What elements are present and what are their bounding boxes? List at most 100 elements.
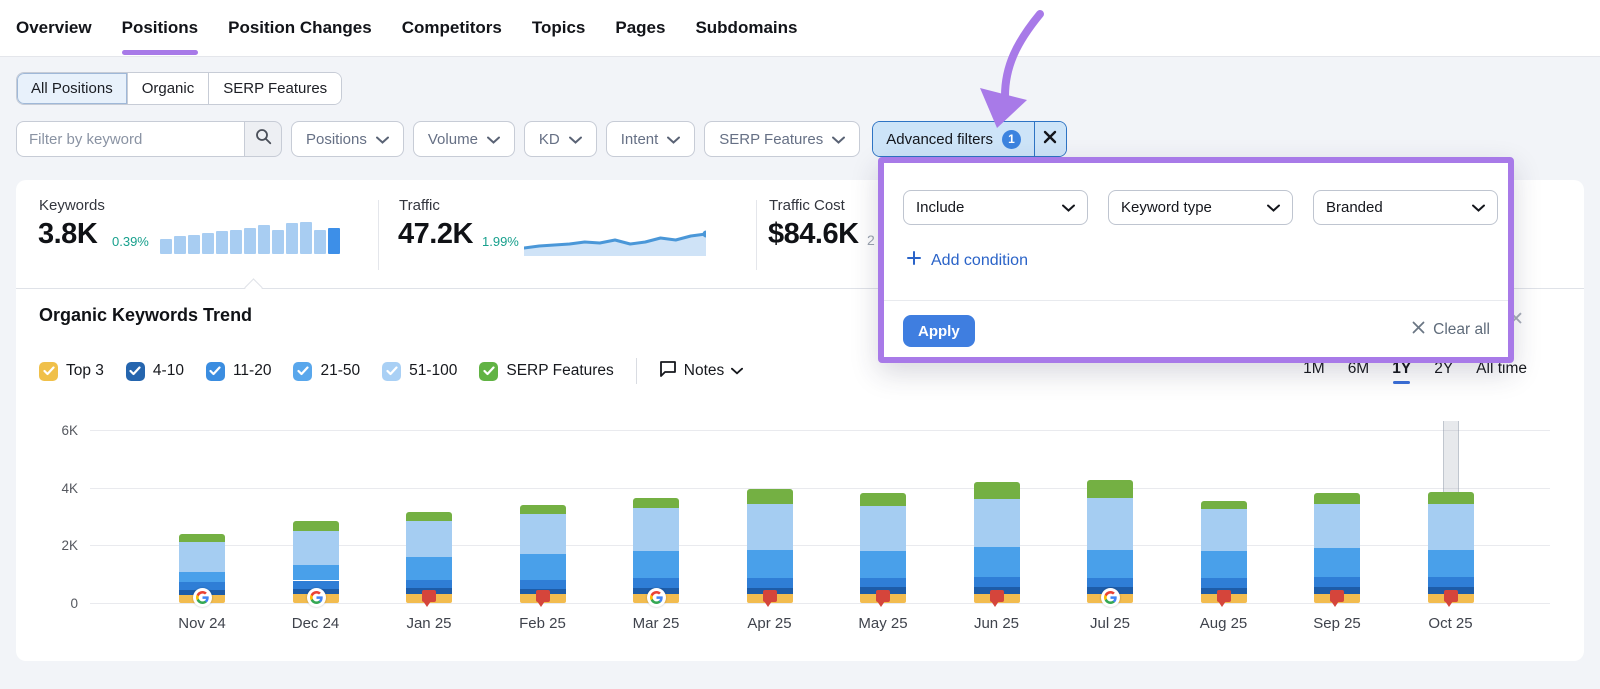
bar-segment-51-100[interactable] — [1314, 503, 1360, 549]
bar-segment-serp-features[interactable] — [1427, 491, 1474, 504]
bar-segment-serp-features[interactable] — [1200, 500, 1247, 510]
bar-segment-21-50[interactable] — [1200, 551, 1247, 579]
legend-toggle-top-3[interactable]: Top 3 — [39, 361, 104, 381]
range-1y[interactable]: 1Y — [1392, 360, 1411, 384]
bar-segment-51-100[interactable] — [179, 542, 225, 573]
keyword-filter-input[interactable] — [16, 121, 244, 157]
nav-item-position-changes[interactable]: Position Changes — [228, 18, 372, 37]
bar-segment-serp-features[interactable] — [292, 520, 339, 531]
apply-button[interactable]: Apply — [903, 315, 975, 347]
nav-item-competitors[interactable]: Competitors — [401, 18, 502, 37]
bar-segment-21-50[interactable] — [746, 549, 793, 579]
bar-segment-51-100[interactable] — [1200, 509, 1247, 552]
advanced-filters-close-button[interactable] — [1033, 122, 1066, 156]
nav-item-overview[interactable]: Overview — [16, 18, 92, 37]
condition-operator-select[interactable]: Include — [903, 190, 1088, 225]
clear-all-button[interactable]: Clear all — [1412, 321, 1490, 339]
tab-serp-features[interactable]: SERP Features — [209, 73, 342, 104]
advanced-filters-chip[interactable]: Advanced filters 1 — [872, 121, 1067, 157]
bar-segment-11-20[interactable] — [179, 581, 225, 590]
note-flag-marker-icon[interactable] — [422, 590, 436, 607]
filter-dropdown-intent[interactable]: Intent — [605, 121, 696, 157]
search-button[interactable] — [244, 121, 282, 157]
bar-segment-11-20[interactable] — [406, 579, 452, 588]
google-update-marker-icon[interactable] — [1101, 588, 1120, 607]
traffic-stat-label: Traffic — [399, 197, 440, 214]
bar-segment-11-20[interactable] — [633, 578, 679, 588]
bar-segment-21-50[interactable] — [860, 551, 906, 579]
nav-item-topics[interactable]: Topics — [531, 18, 586, 37]
bar-segment-21-50[interactable] — [179, 572, 225, 582]
bar-segment-11-20[interactable] — [1200, 578, 1247, 588]
bar-segment-serp-features[interactable] — [1314, 493, 1360, 504]
bar-segment-11-20[interactable] — [1314, 577, 1360, 588]
bar-segment-serp-features[interactable] — [746, 489, 793, 504]
filter-dropdown-serp-features[interactable]: SERP Features — [704, 121, 861, 157]
bar-segment-51-100[interactable] — [1087, 497, 1133, 550]
tab-all-positions[interactable]: All Positions — [17, 73, 128, 104]
nav-item-positions[interactable]: Positions — [121, 0, 199, 57]
legend-toggle-serp-features[interactable]: SERP Features — [479, 361, 614, 381]
nav-item-subdomains[interactable]: Subdomains — [695, 18, 798, 37]
add-condition-button[interactable]: Add condition — [907, 251, 1028, 270]
bar-segment-21-50[interactable] — [1087, 549, 1133, 579]
bar-segment-51-100[interactable] — [406, 520, 452, 557]
tab-organic[interactable]: Organic — [127, 73, 210, 104]
bar-segment-21-50[interactable] — [633, 551, 679, 579]
bar-segment-51-100[interactable] — [1427, 503, 1474, 550]
note-flag-marker-icon[interactable] — [762, 590, 777, 607]
range-1m[interactable]: 1M — [1303, 360, 1325, 377]
google-update-marker-icon[interactable] — [193, 588, 212, 607]
y-axis-tick: 2K — [61, 538, 78, 554]
bar-segment-51-100[interactable] — [519, 513, 566, 554]
range-all-time[interactable]: All time — [1476, 360, 1527, 377]
bar-segment-11-20[interactable] — [1087, 578, 1133, 588]
bar-segment-21-50[interactable] — [406, 556, 452, 580]
nav-item-pages[interactable]: Pages — [615, 18, 666, 37]
bar-segment-serp-features[interactable] — [633, 497, 679, 508]
bar-segment-51-100[interactable] — [973, 499, 1020, 547]
bar-segment-11-20[interactable] — [860, 578, 906, 588]
note-flag-marker-icon[interactable] — [1443, 590, 1458, 607]
bar-segment-21-50[interactable] — [519, 553, 566, 580]
legend-toggle-4-10[interactable]: 4-10 — [125, 361, 184, 381]
bar-segment-11-20[interactable] — [292, 580, 339, 589]
condition-field-select[interactable]: Keyword type — [1108, 190, 1293, 225]
bar-segment-21-50[interactable] — [292, 564, 339, 581]
legend-toggle-21-50[interactable]: 21-50 — [293, 361, 360, 381]
condition-value-select[interactable]: Branded — [1313, 190, 1498, 225]
range-2y[interactable]: 2Y — [1434, 360, 1454, 377]
google-update-marker-icon[interactable] — [306, 588, 326, 607]
bar-segment-11-20[interactable] — [1427, 577, 1474, 588]
note-flag-marker-icon[interactable] — [1216, 590, 1231, 607]
filter-dropdown-volume[interactable]: Volume — [412, 121, 515, 157]
bar-segment-serp-features[interactable] — [406, 512, 452, 521]
legend-toggle-11-20[interactable]: 11-20 — [205, 361, 271, 381]
filter-dropdown-kd[interactable]: KD — [523, 121, 597, 157]
range-6m[interactable]: 6M — [1347, 360, 1370, 377]
bar-segment-51-100[interactable] — [633, 507, 679, 552]
bar-segment-21-50[interactable] — [1427, 549, 1474, 578]
bar-segment-21-50[interactable] — [973, 546, 1020, 578]
bar-segment-serp-features[interactable] — [1087, 480, 1133, 498]
bar-segment-serp-features[interactable] — [860, 493, 906, 507]
bar-segment-51-100[interactable] — [746, 503, 793, 550]
bar-segment-11-20[interactable] — [746, 578, 793, 588]
note-flag-marker-icon[interactable] — [989, 590, 1004, 607]
chevron-down-icon — [568, 131, 582, 148]
bar-segment-serp-features[interactable] — [973, 481, 1020, 500]
filter-dropdown-positions[interactable]: Positions — [291, 121, 404, 157]
notes-dropdown[interactable]: Notes — [659, 360, 744, 382]
bar-segment-51-100[interactable] — [292, 530, 339, 565]
note-flag-marker-icon[interactable] — [876, 590, 890, 607]
note-flag-marker-icon[interactable] — [535, 590, 550, 607]
bar-segment-serp-features[interactable] — [519, 504, 566, 514]
note-flag-marker-icon[interactable] — [1330, 590, 1344, 607]
bar-segment-21-50[interactable] — [1314, 548, 1360, 578]
google-update-marker-icon[interactable] — [647, 588, 666, 607]
bar-segment-serp-features[interactable] — [179, 533, 225, 543]
bar-segment-51-100[interactable] — [860, 506, 906, 552]
bar-segment-11-20[interactable] — [973, 577, 1020, 588]
bar-segment-11-20[interactable] — [519, 579, 566, 589]
legend-toggle-51-100[interactable]: 51-100 — [382, 361, 457, 381]
